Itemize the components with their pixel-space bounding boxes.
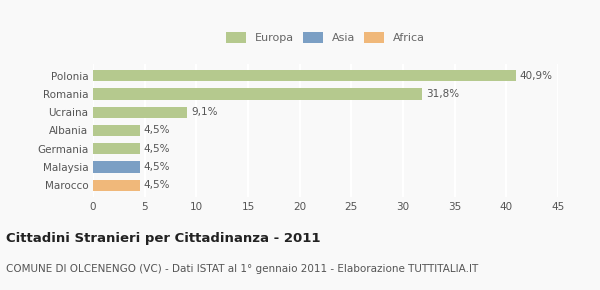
Text: 4,5%: 4,5% [143, 180, 170, 191]
Bar [93, 106, 187, 118]
Text: Cittadini Stranieri per Cittadinanza - 2011: Cittadini Stranieri per Cittadinanza - 2… [6, 232, 320, 245]
Bar [93, 162, 139, 173]
Text: 4,5%: 4,5% [143, 162, 170, 172]
Bar [93, 125, 139, 136]
Bar [93, 180, 139, 191]
Text: 40,9%: 40,9% [520, 70, 553, 81]
Text: 4,5%: 4,5% [143, 126, 170, 135]
Text: COMUNE DI OLCENENGO (VC) - Dati ISTAT al 1° gennaio 2011 - Elaborazione TUTTITAL: COMUNE DI OLCENENGO (VC) - Dati ISTAT al… [6, 264, 478, 274]
Bar [93, 143, 139, 155]
Legend: Europa, Asia, Africa: Europa, Asia, Africa [224, 29, 427, 45]
Bar [93, 88, 422, 99]
Text: 9,1%: 9,1% [191, 107, 218, 117]
Text: 4,5%: 4,5% [143, 144, 170, 154]
Bar [93, 70, 515, 81]
Text: 31,8%: 31,8% [426, 89, 459, 99]
